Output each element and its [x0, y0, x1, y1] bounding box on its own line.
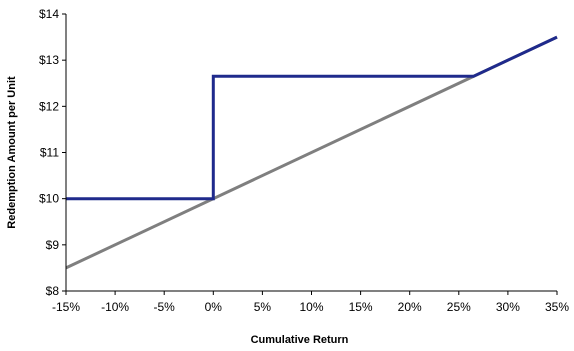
y-tick-label: $11 — [40, 146, 59, 160]
x-tick-label: 10% — [299, 300, 323, 314]
x-tick-label: 30% — [496, 300, 520, 314]
y-axis-title: Redemption Amount per Unit — [6, 76, 18, 229]
y-ticks: $8 $9 $10 $11 $12 $13 $14 — [39, 7, 66, 298]
series-line-blue — [66, 35, 558, 201]
x-tick-label: 0% — [205, 300, 223, 314]
x-tick-label: -5% — [154, 300, 176, 314]
y-tick-label: $12 — [39, 99, 59, 113]
x-tick-label: 15% — [349, 300, 373, 314]
x-tick-label: -10% — [101, 300, 129, 314]
x-tick-label: -15% — [52, 300, 80, 314]
y-tick-label: $9 — [46, 238, 60, 252]
x-ticks: -15% -10% -5% 0% 5% 10% 15% 20% 25% 30% 35% — [52, 291, 569, 314]
x-tick-label: 20% — [398, 300, 422, 314]
x-tick-label: 25% — [447, 300, 471, 314]
x-tick-label: 35% — [545, 300, 569, 314]
x-axis-title: Cumulative Return — [251, 334, 349, 346]
y-tick-label: $14 — [39, 7, 59, 21]
y-tick-label: $8 — [46, 284, 60, 298]
y-tick-label: $13 — [39, 53, 59, 67]
plot-lines — [65, 35, 558, 270]
x-tick-label: 5% — [254, 300, 272, 314]
y-tick-label: $10 — [39, 192, 59, 206]
